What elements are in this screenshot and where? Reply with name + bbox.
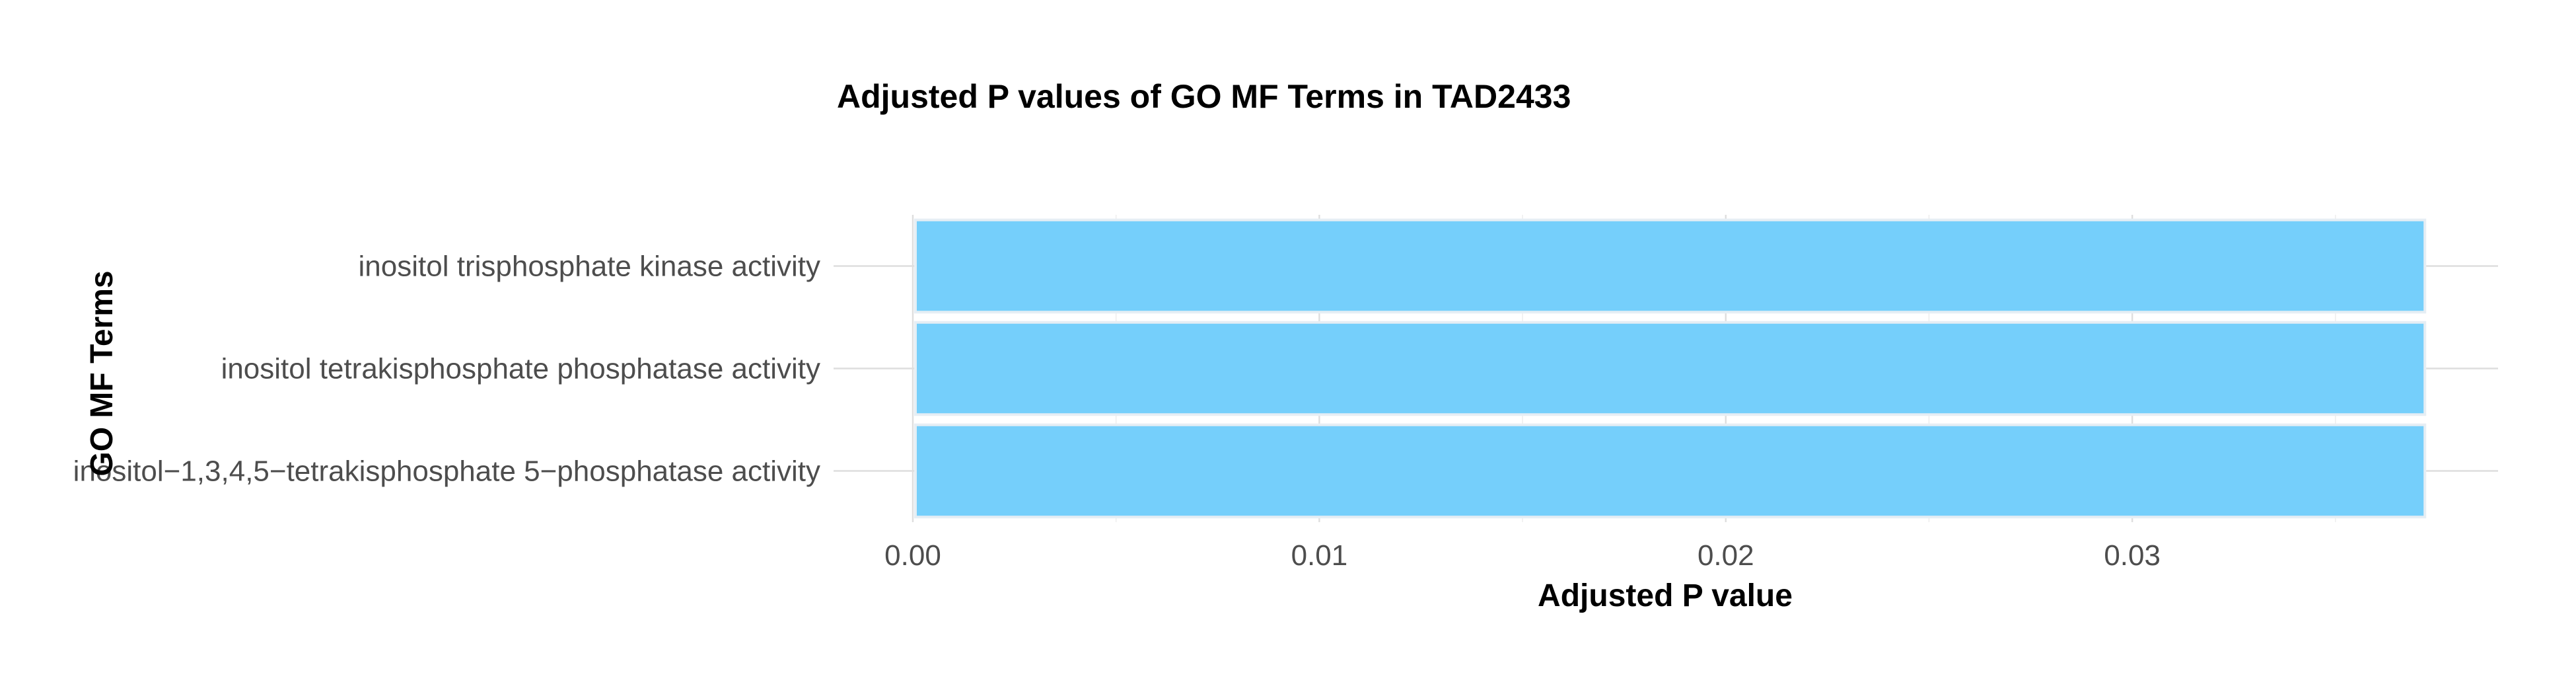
- x-tick-label: 0.00: [884, 539, 941, 572]
- x-tick-label: 0.02: [1698, 539, 1754, 572]
- x-axis-ticks: 0.00 0.01 0.02 0.03: [884, 539, 2161, 572]
- bar: [914, 423, 2427, 519]
- y-category-label: inositol−1,3,4,5−tetrakisphosphate 5−pho…: [73, 455, 820, 488]
- y-category-label: inositol trisphosphate kinase activity: [359, 251, 820, 283]
- y-axis-title: GO MF Terms: [85, 270, 120, 476]
- bar: [914, 218, 2427, 314]
- y-category-label: inositol tetrakisphosphate phosphatase a…: [221, 353, 820, 385]
- y-axis-categories: inositol trisphosphate kinase activity in…: [73, 251, 820, 488]
- x-axis-title: Adjusted P value: [1538, 578, 1793, 613]
- bar-layer: [914, 218, 2427, 519]
- chart-title: Adjusted P values of GO MF Terms in TAD2…: [837, 78, 1571, 115]
- x-tick-label: 0.03: [2104, 539, 2161, 572]
- bar: [914, 321, 2427, 416]
- x-tick-label: 0.01: [1291, 539, 1348, 572]
